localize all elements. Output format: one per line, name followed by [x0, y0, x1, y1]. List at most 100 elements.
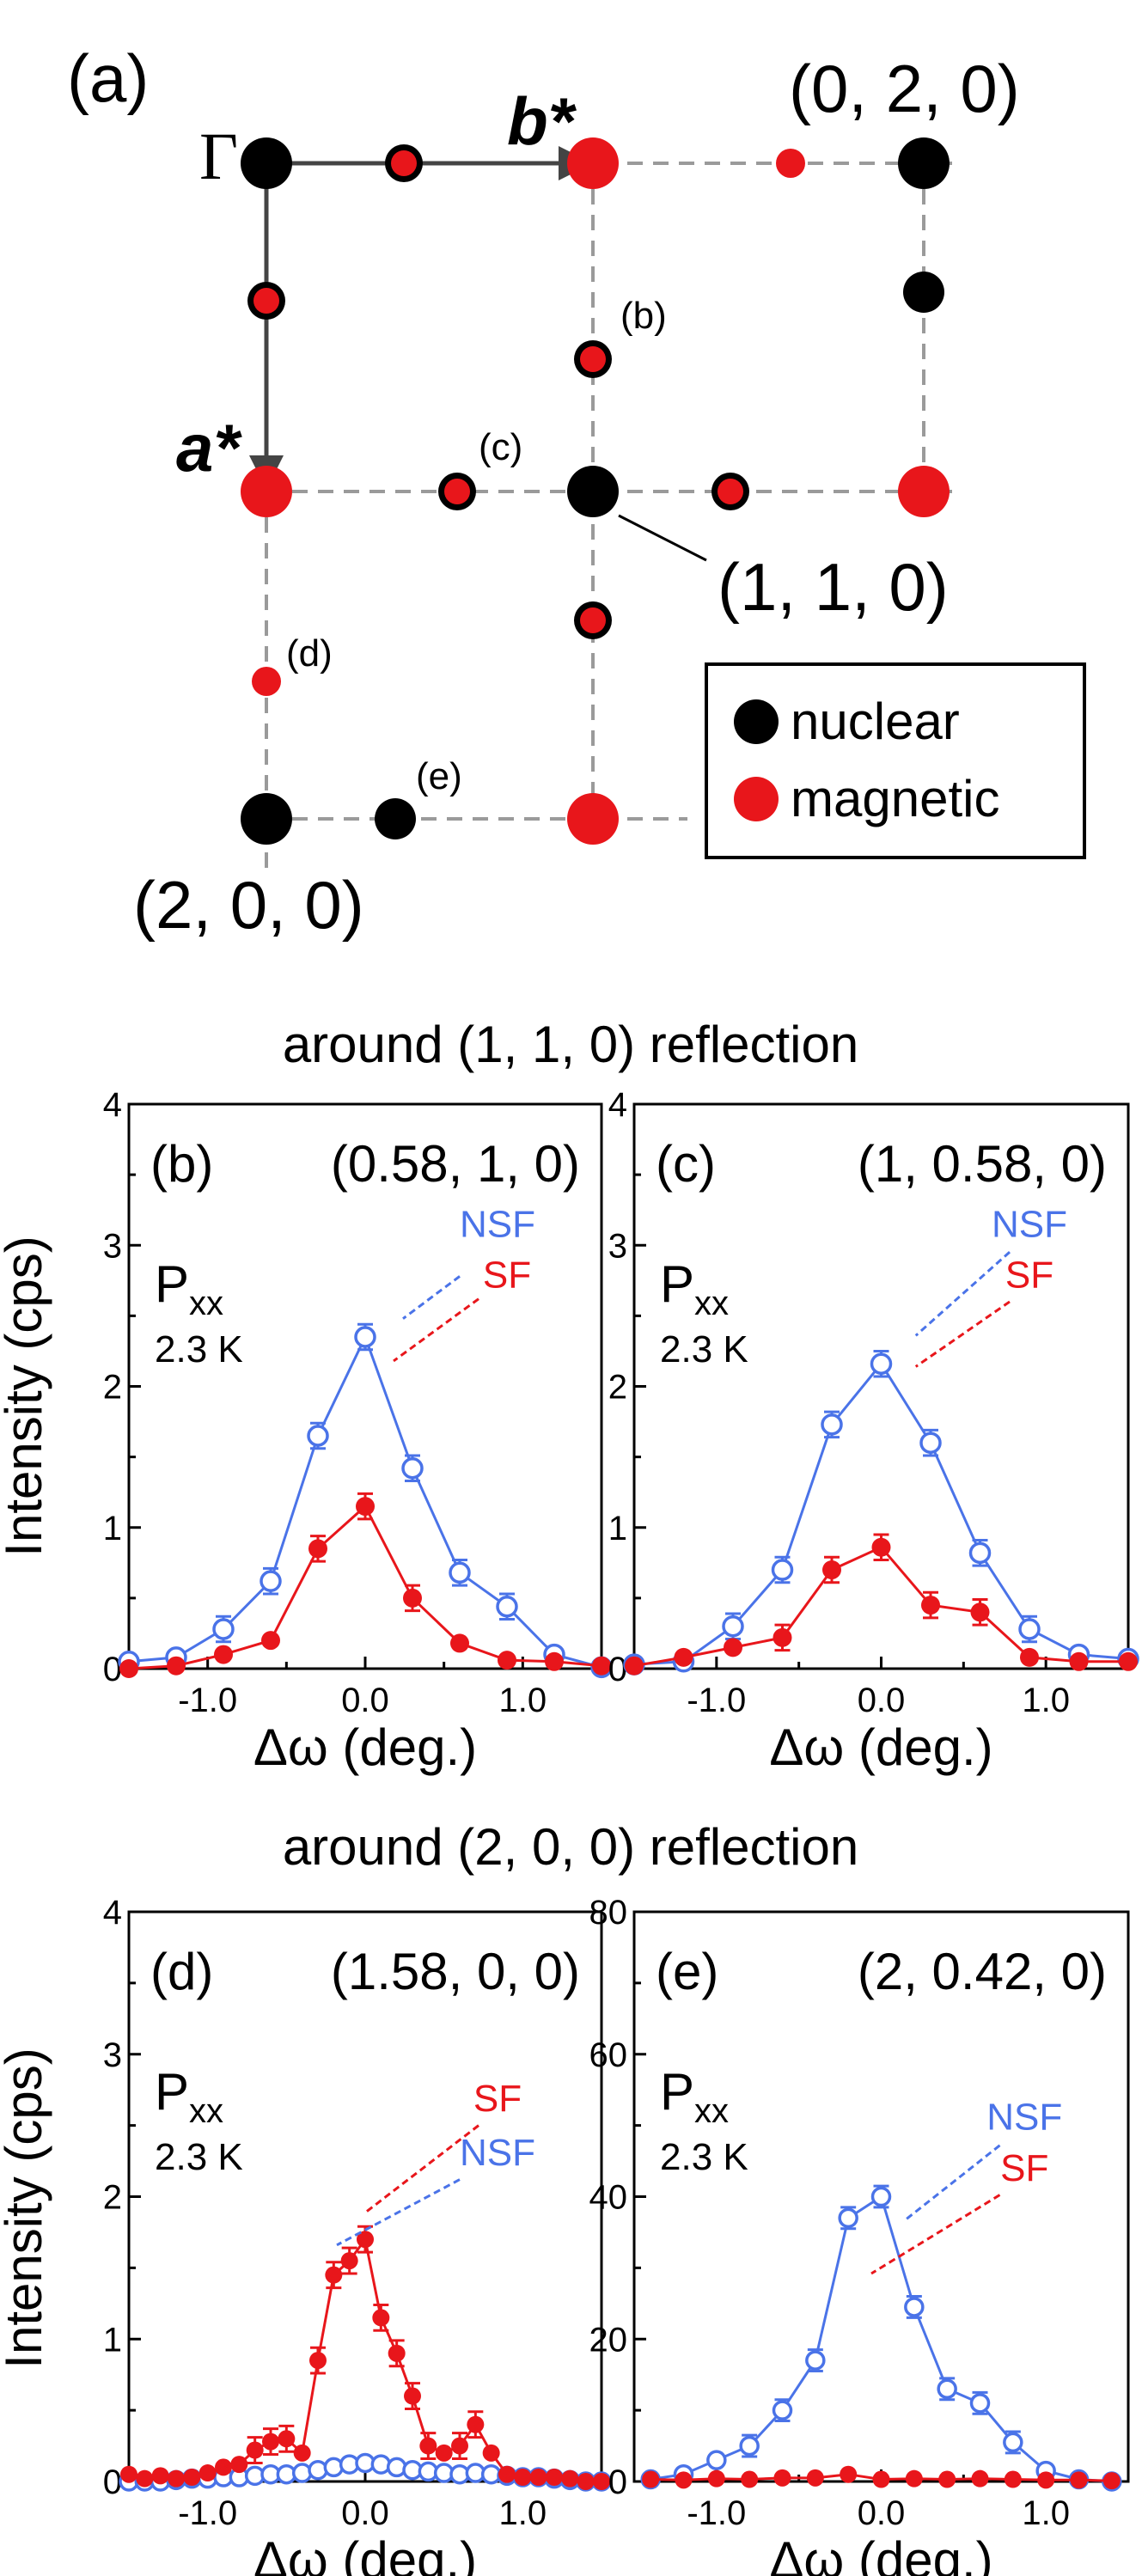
sf-data-point [1119, 1651, 1138, 1671]
magnetic-point-pt-mid-1 [391, 150, 417, 176]
nuclear-point-pt-110 [567, 466, 619, 517]
q-vector-label: (2, 0.42, 0) [858, 1943, 1107, 2000]
sf-data-point [592, 1656, 611, 1676]
point-b-label: (b) [620, 295, 667, 337]
nuclear-point-pt-mid-4 [903, 272, 944, 313]
nsf-data-point [969, 2393, 991, 2414]
sf-annotation-leader [914, 1300, 1011, 1368]
panel-label: (e) [656, 1943, 718, 2000]
sf-data-point [498, 1651, 516, 1670]
sf-data-point [561, 2469, 579, 2487]
sf-data-point [120, 2465, 137, 2483]
sf-data-point [577, 2473, 595, 2490]
sf-data-point [529, 2469, 547, 2487]
y-tick-label: 4 [103, 1894, 122, 1932]
sf-data-point [388, 2344, 406, 2362]
diagram-legend: nuclear magnetic [705, 662, 1086, 859]
sf-data-point [773, 2469, 791, 2487]
y-tick-label: 2 [103, 2179, 122, 2217]
magnetic-point-pt-100 [241, 466, 292, 517]
point-d-label: (d) [286, 632, 333, 675]
x-axis-title: Δω (deg.) [769, 2531, 992, 2576]
sf-data-point [230, 2456, 248, 2474]
y-tick-label: 3 [103, 2036, 122, 2074]
nuclear-point-pt-e [375, 798, 416, 839]
sf-annotation-leader [364, 2124, 479, 2214]
polarization-label: P [155, 1255, 189, 1313]
sf-data-point [707, 2469, 725, 2487]
polarization-subscript: xx [694, 1285, 729, 1322]
sf-data-point [151, 2467, 169, 2485]
sf-data-point [1102, 2472, 1121, 2490]
sf-data-point [1037, 2471, 1055, 2489]
temperature-label: 2.3 K [660, 1328, 748, 1370]
y-tick-label: 2 [103, 1369, 122, 1407]
sf-data-point [741, 2470, 759, 2488]
a-star-arrow [249, 163, 284, 490]
sf-data-point [514, 2469, 532, 2487]
group-title-200: around (2, 0, 0) reflection [283, 1818, 858, 1876]
sf-data-point [674, 1647, 693, 1667]
nsf-data-point [772, 2400, 793, 2420]
gamma-label: Γ [199, 119, 238, 193]
panel-d: 0 1 2 3 4 -1.0 0.0 1.0 Δω (deg.) (d) (1.58, 0, 0) P… [103, 1894, 612, 2576]
b-star-label: b* [507, 83, 577, 159]
point-c-label: (c) [479, 426, 522, 468]
legend-box [705, 662, 1086, 859]
sf-data-point [482, 2444, 500, 2462]
nsf-data-point [354, 1326, 376, 1348]
nsf-data-point [838, 2207, 858, 2229]
nsf-data-point [291, 2463, 313, 2483]
q-vector-label: (1, 0.58, 0) [858, 1135, 1107, 1193]
sf-data-point [450, 1633, 469, 1653]
legend-magnetic-marker [734, 777, 779, 821]
y-tick-label: 0 [103, 2463, 122, 2501]
y-tick-label: 0 [608, 1651, 627, 1688]
temperature-label: 2.3 K [155, 2136, 243, 2178]
x-tick-label: -1.0 [178, 2494, 237, 2532]
nsf-annotation: NSF [460, 1203, 535, 1245]
sf-data-point [435, 2444, 453, 2462]
y-axis-title-top: Intensity (cps) [0, 1236, 52, 1556]
x-tick-label: -1.0 [687, 1682, 746, 1719]
sf-data-point [183, 2469, 201, 2487]
sf-data-point [356, 1497, 375, 1517]
nsf-series-line [650, 2194, 1112, 2483]
magnetic-point-pt-mid-6 [580, 607, 606, 633]
sf-data-point [905, 2469, 923, 2487]
point-110-leader [618, 514, 707, 562]
panel-c: 0 1 2 3 4 -1.0 0.0 1.0 Δω (deg.) (c) (1, 0.58, 0) P… [608, 1086, 1139, 1776]
nsf-data-point [370, 2454, 392, 2475]
nsf-data-point [308, 2459, 328, 2481]
sf-annotation: SF [1005, 1254, 1053, 1297]
panel-label-a: (a) [67, 40, 149, 116]
sf-data-point [404, 2387, 421, 2405]
nsf-annotation-leader [905, 2144, 1001, 2221]
a-star-label: a* [176, 410, 242, 485]
nsf-data-point [1003, 2432, 1023, 2453]
x-tick-label: 0.0 [858, 1682, 906, 1719]
sf-data-point [309, 2352, 327, 2370]
nsf-data-point [739, 2435, 760, 2457]
x-tick-label: -1.0 [687, 2494, 746, 2532]
panel-b: 0 1 2 3 4 -1.0 0.0 1.0 Δω (deg.) (b) (0.58, 1, 0) P… [103, 1086, 613, 1776]
sf-data-point [625, 1656, 644, 1676]
sf-data-point [840, 2465, 858, 2483]
sf-data-point [357, 2231, 374, 2249]
y-tick-label: 4 [608, 1086, 627, 1124]
y-tick-label: 0 [608, 2463, 627, 2501]
x-axis-title: Δω (deg.) [769, 1718, 992, 1776]
nsf-data-point [771, 1559, 794, 1581]
point-200-label: (2, 0, 0) [133, 867, 364, 943]
nsf-data-point [323, 2457, 345, 2478]
sf-data-point [970, 1602, 990, 1622]
temperature-label: 2.3 K [660, 2136, 748, 2178]
nsf-annotation-leader [402, 1275, 461, 1320]
sf-data-point [938, 2470, 956, 2488]
magnetic-point-pt-mid-3 [253, 288, 279, 314]
sf-data-point [261, 1631, 280, 1651]
sf-data-point [1004, 2470, 1022, 2488]
nsf-data-point [449, 1561, 471, 1584]
sf-data-point [293, 2444, 311, 2462]
y-tick-label: 1 [103, 2321, 122, 2359]
